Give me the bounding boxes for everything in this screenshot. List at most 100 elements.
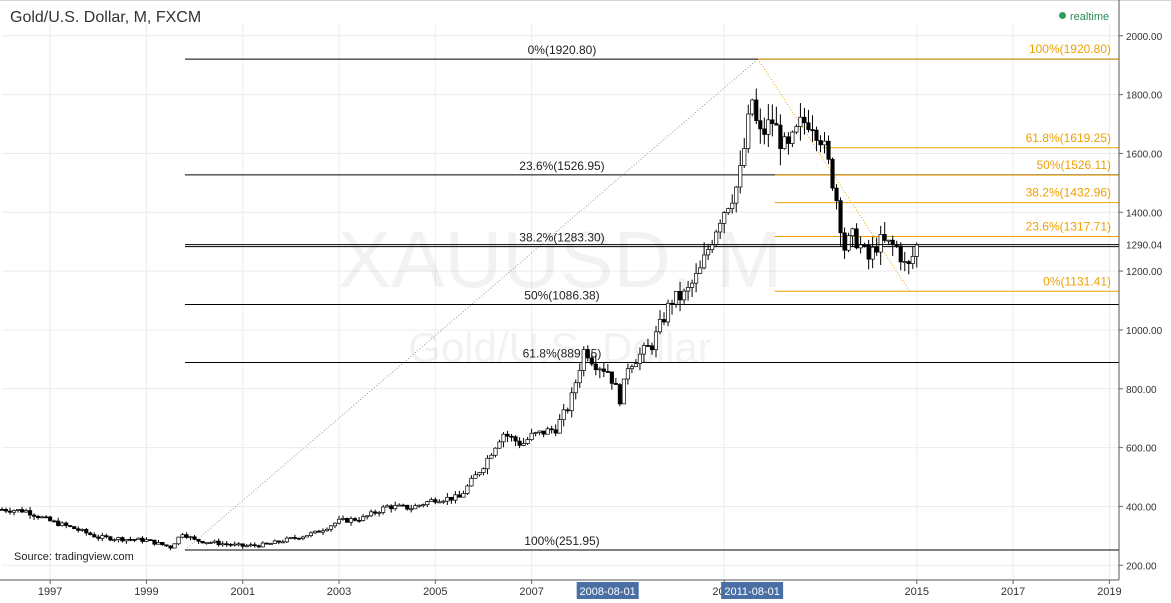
candle-body	[465, 485, 470, 494]
candle-body	[156, 542, 161, 545]
candle-body	[417, 504, 422, 507]
candle-body	[425, 501, 430, 505]
candle-body	[565, 409, 570, 412]
candle-body	[730, 202, 735, 210]
y-tick-label: 600.00	[1126, 444, 1157, 455]
candle-body	[144, 539, 149, 542]
candle-body	[300, 536, 305, 539]
candle-body	[621, 378, 626, 405]
candle-body	[176, 536, 181, 545]
candle-body	[345, 518, 350, 523]
x-tick-label: 2015	[905, 586, 929, 598]
candle-body	[714, 231, 719, 246]
candle-body	[573, 382, 578, 394]
candle-body	[762, 128, 767, 135]
candle-body	[461, 493, 466, 498]
candle-body	[268, 543, 273, 545]
candle-body	[778, 124, 783, 150]
candle-body	[116, 537, 121, 540]
candle-body	[617, 384, 622, 405]
candle-body	[525, 439, 530, 444]
candle-body	[738, 165, 743, 188]
fib-level-label: 38.2%(1283.30)	[519, 231, 604, 245]
candle-body	[798, 116, 803, 127]
candle-body	[766, 119, 771, 135]
candle-body	[577, 370, 582, 384]
x-tick-label: 2017	[1001, 586, 1025, 598]
candle-body	[252, 544, 257, 547]
candle-body	[256, 545, 261, 548]
candle-body	[312, 530, 318, 534]
candle-body	[11, 510, 17, 513]
candle-body	[433, 499, 438, 503]
y-tick-label: 800.00	[1126, 385, 1157, 396]
candle-body	[593, 363, 598, 370]
candle-body	[758, 120, 763, 130]
candle-body	[517, 440, 522, 446]
candle-body	[910, 256, 915, 264]
candle-body	[409, 508, 414, 511]
date-badge[interactable]	[576, 582, 639, 599]
candle-body	[698, 267, 703, 274]
candle-body	[336, 518, 342, 524]
candle-body	[357, 520, 362, 522]
source-label: Source: tradingview.com	[14, 551, 134, 563]
candle-body	[710, 244, 715, 250]
candle-body	[854, 228, 859, 249]
fib-level-label: 0%(1131.41)	[1043, 274, 1111, 288]
candle-body	[790, 131, 795, 144]
candle-body	[601, 368, 606, 372]
candle-body	[92, 534, 97, 538]
candle-body	[485, 457, 490, 470]
fib-retracement-right: 100%(1920.80) 61.8%(1619.25) 50%(1526.11) 3…	[757, 42, 1119, 292]
candle-body	[264, 542, 269, 545]
candle-body	[224, 543, 229, 546]
candle-body	[405, 504, 410, 510]
candle-body	[124, 538, 129, 542]
candle-body	[100, 535, 105, 539]
candle-body	[497, 441, 502, 449]
candle-body	[509, 435, 514, 438]
x-tick-label: 2001	[230, 586, 254, 598]
x-tick-label: 1997	[38, 586, 62, 598]
chart-title: Gold/U.S. Dollar, M, FXCM	[10, 9, 202, 26]
candle-body	[413, 505, 418, 510]
candle-body	[674, 291, 679, 305]
current-price-label: 1290.04	[1126, 241, 1163, 252]
candle-body	[826, 140, 831, 160]
x-tick-label: 2003	[327, 586, 351, 598]
fib-level-label: 100%(251.95)	[524, 534, 599, 548]
candle-body	[120, 537, 125, 542]
candle-body	[649, 345, 655, 351]
candle-body	[232, 543, 237, 546]
candle-body	[212, 540, 217, 543]
candle-body	[529, 432, 534, 440]
candle-body	[228, 544, 233, 546]
candle-body	[280, 541, 285, 544]
candle-body	[457, 494, 462, 498]
realtime-dot-icon	[1059, 12, 1066, 19]
date-badge[interactable]	[721, 582, 784, 599]
candle-body	[682, 290, 687, 301]
candle-body	[52, 520, 57, 523]
candle-body	[782, 136, 787, 150]
candle-body	[690, 282, 695, 288]
candle-body	[184, 534, 189, 538]
candle-body	[557, 419, 562, 434]
candle-body	[108, 536, 113, 541]
x-tick-label: 2007	[519, 586, 543, 598]
candle-body	[846, 235, 851, 251]
candle-body	[625, 368, 630, 380]
candle-body	[742, 148, 747, 166]
candle-body	[469, 477, 474, 487]
candle-body	[513, 436, 518, 442]
candle-body	[858, 244, 863, 249]
candle-body	[56, 520, 61, 527]
candle-body	[304, 535, 309, 538]
candle-body	[842, 232, 847, 251]
candle-body	[609, 371, 614, 384]
candle-body	[874, 246, 879, 253]
